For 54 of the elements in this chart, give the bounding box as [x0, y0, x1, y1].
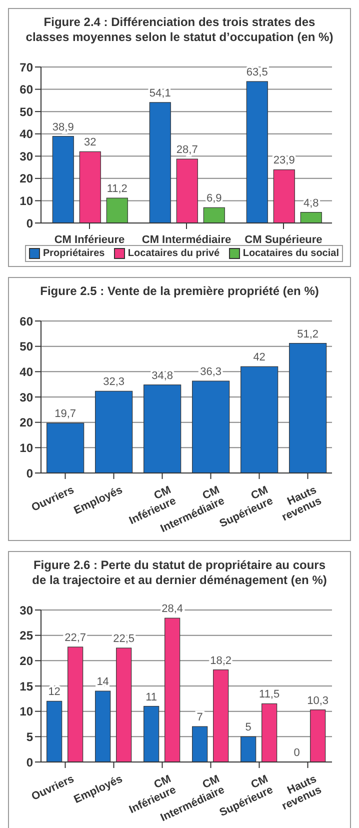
chart-title: Figure 2.4 : Différenciation des trois strates des classes moyennes selon le statut d’occupation (en %) [24, 14, 334, 46]
y-tick-label: 10 [20, 194, 34, 208]
x-tick-label: CM Supérieure [244, 234, 322, 246]
data-label: 12 [48, 686, 60, 698]
data-label: 63,5 [246, 66, 268, 78]
data-label: 22,7 [64, 632, 86, 644]
legend-label: Locataires du social [242, 248, 339, 259]
data-label: 10,3 [307, 694, 329, 707]
data-label: 7 [196, 712, 203, 724]
data-label: 32,3 [103, 376, 125, 388]
y-tick-label: 0 [26, 216, 34, 230]
y-tick-label: 30 [20, 149, 34, 164]
data-label: 5 [245, 722, 252, 734]
data-label: 23,9 [273, 154, 295, 167]
data-label: 28,7 [176, 144, 198, 156]
y-tick-label: 0 [26, 466, 34, 480]
data-label: 42 [253, 352, 266, 364]
y-tick-label: 15 [20, 679, 34, 694]
y-tick-label: 20 [20, 172, 34, 186]
y-tick-label: 20 [20, 416, 34, 430]
data-label: 11 [146, 691, 158, 704]
y-tick-label: 30 [20, 603, 34, 618]
data-label: 11,5 [259, 688, 280, 701]
y-tick-label: 30 [20, 390, 34, 404]
y-tick-label: 5 [26, 730, 34, 744]
y-tick-label: 0 [26, 755, 34, 770]
y-tick-label: 20 [20, 654, 34, 668]
y-tick-label: 40 [20, 364, 34, 379]
data-label: 51,2 [297, 328, 319, 340]
data-label: 19,7 [54, 408, 76, 420]
legend-label: Propriétaires [42, 248, 105, 259]
data-label: 34,8 [152, 370, 174, 382]
annotation: 0 [294, 747, 300, 759]
y-tick-label: 60 [20, 314, 34, 328]
y-tick-label: 50 [20, 104, 34, 119]
y-tick-label: 10 [20, 704, 34, 719]
y-tick-label: 60 [20, 82, 34, 97]
data-label: 4,8 [303, 197, 319, 210]
data-label: 38,9 [52, 121, 74, 134]
data-label: 54,1 [149, 87, 171, 100]
data-label: 14 [96, 676, 109, 688]
y-tick-label: 70 [20, 60, 34, 74]
data-label: 32 [84, 136, 96, 149]
y-tick-label: 10 [20, 440, 34, 455]
data-label: 22,5 [113, 633, 135, 645]
data-label: 11,2 [106, 183, 128, 196]
chart-title: Figure 2.5 : Vente de la première propriété (en %) [39, 283, 320, 300]
y-tick-label: 50 [20, 340, 34, 354]
x-tick-label: CM Intermédiaire [142, 234, 232, 246]
x-tick-label: CM Inférieure [54, 234, 125, 246]
y-tick-label: 25 [20, 628, 34, 643]
chart-title: Figure 2.6 : Perte du statut de propriétaire au cours de la trajectoire et au dernier déménagement (en %) [31, 557, 328, 589]
y-tick-label: 40 [20, 127, 34, 142]
legend-label: Locataires du privé [126, 248, 220, 259]
